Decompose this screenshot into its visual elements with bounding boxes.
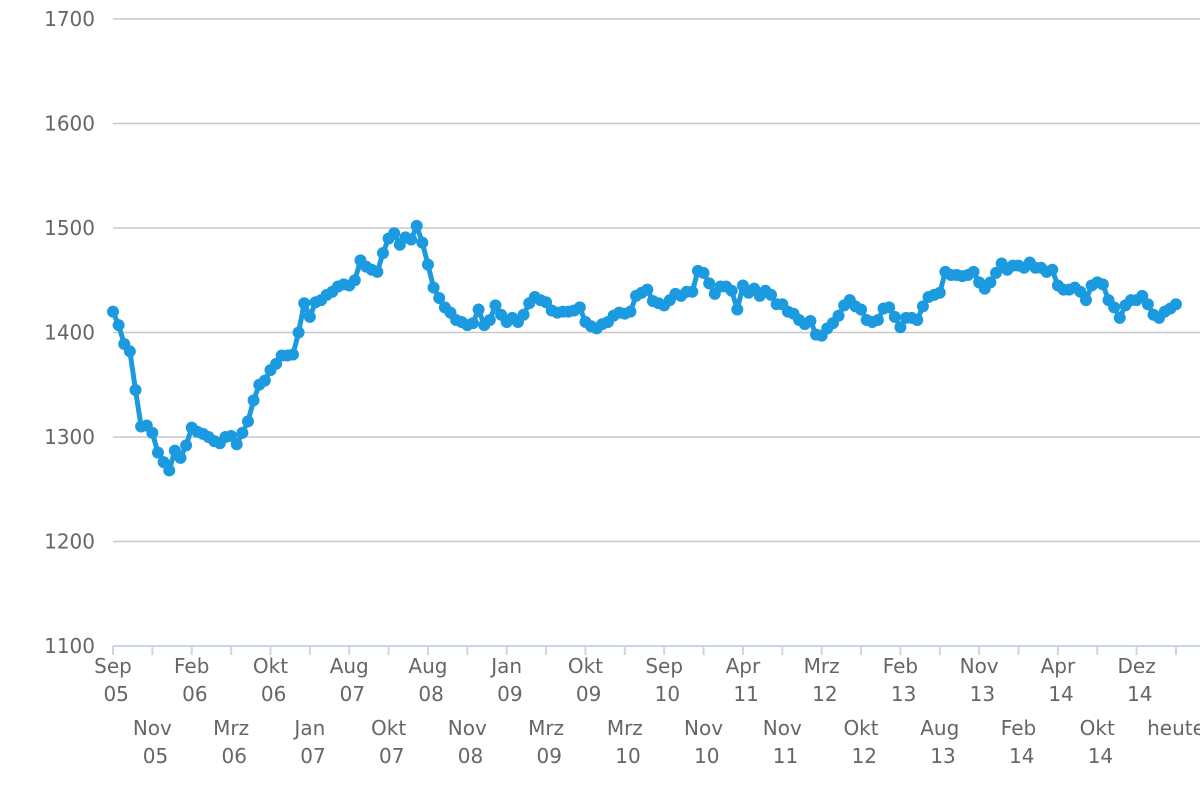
point	[466, 317, 479, 330]
point	[894, 321, 907, 334]
point	[303, 310, 316, 323]
y-tick-label: 1400	[44, 321, 95, 345]
point	[832, 309, 845, 322]
x-tick-label: Apr 11	[726, 654, 761, 706]
x-tick-label: Okt 12	[843, 716, 878, 768]
point	[247, 394, 260, 407]
point	[241, 415, 254, 428]
point	[1046, 263, 1059, 276]
x-tick-label: Nov 10	[684, 716, 723, 768]
point	[410, 219, 423, 232]
point	[871, 313, 884, 326]
point	[1080, 294, 1093, 307]
point	[1096, 278, 1109, 291]
x-tick-label: Mrz 06	[213, 716, 249, 768]
point	[163, 464, 176, 477]
point	[967, 265, 980, 278]
point	[483, 313, 496, 326]
point	[371, 265, 384, 278]
point	[405, 233, 418, 246]
x-tick-label: Dez 14	[1118, 654, 1156, 706]
point	[916, 300, 929, 313]
x-tick-label: Jan 07	[292, 716, 325, 768]
x-tick-label: Nov 13	[960, 654, 999, 706]
point	[984, 276, 997, 289]
x-tick-label: Mrz 10	[607, 716, 643, 768]
point	[804, 315, 817, 328]
x-tick-label: Okt 06	[253, 654, 288, 706]
point	[686, 285, 699, 298]
point	[765, 288, 778, 301]
point	[376, 247, 389, 260]
x-tick-label: Sep 10	[645, 654, 683, 706]
x-tick-label: Nov 11	[763, 716, 802, 768]
x-tick-label: Aug 08	[408, 654, 447, 706]
point	[725, 284, 738, 297]
y-tick-label: 1300	[44, 425, 95, 449]
x-tick-label: Sep 05	[94, 654, 132, 706]
point	[292, 326, 305, 339]
point	[416, 236, 429, 249]
y-tick-label: 1100	[44, 634, 95, 658]
point	[624, 305, 637, 318]
x-tick-label: heute	[1147, 716, 1200, 740]
point	[1170, 298, 1182, 311]
point	[1141, 298, 1154, 311]
point	[888, 310, 901, 323]
point	[146, 426, 159, 439]
point	[1108, 301, 1121, 314]
y-tick-label: 1200	[44, 530, 95, 554]
x-tick-label: Feb 14	[1001, 716, 1036, 768]
x-tick-label: Okt 07	[371, 716, 406, 768]
point	[697, 266, 710, 279]
point	[348, 274, 361, 287]
point	[129, 383, 142, 396]
point	[472, 303, 485, 316]
point	[107, 305, 119, 318]
point	[298, 297, 311, 310]
point	[883, 301, 896, 314]
point	[388, 227, 401, 240]
point	[855, 303, 868, 316]
x-tick-label: Mrz 09	[528, 716, 564, 768]
x-tick-label: Apr 14	[1041, 654, 1076, 706]
x-tick-label: Okt 09	[568, 654, 603, 706]
point	[123, 345, 136, 358]
point	[573, 301, 586, 314]
x-tick-label: Feb 13	[883, 654, 918, 706]
x-tick-label: Mrz 12	[804, 654, 840, 706]
point	[517, 308, 530, 321]
x-tick-label: Jan 09	[489, 654, 522, 706]
point	[703, 277, 716, 290]
x-tick-label: Okt 14	[1080, 716, 1115, 768]
point	[1113, 311, 1126, 324]
x-tick-label: Aug 13	[920, 716, 959, 768]
point	[180, 439, 193, 452]
point	[933, 286, 946, 299]
point	[112, 319, 125, 332]
point	[911, 313, 924, 326]
point	[174, 451, 187, 464]
x-tick-label: Feb 06	[174, 654, 209, 706]
y-tick-label: 1600	[44, 112, 95, 136]
x-tick-label: Nov 05	[133, 716, 172, 768]
point	[151, 446, 164, 459]
point	[433, 292, 446, 305]
point	[236, 426, 249, 439]
point	[641, 283, 654, 296]
x-tick-label: Aug 07	[330, 654, 369, 706]
point	[286, 348, 299, 361]
x-tick-label: Nov 08	[448, 716, 487, 768]
point	[427, 281, 440, 294]
y-tick-label: 1500	[44, 216, 95, 240]
point	[230, 438, 243, 451]
point	[489, 299, 502, 312]
point	[731, 303, 744, 316]
point	[990, 266, 1003, 279]
point	[421, 258, 434, 271]
point	[258, 374, 271, 387]
y-tick-label: 1700	[44, 7, 95, 31]
